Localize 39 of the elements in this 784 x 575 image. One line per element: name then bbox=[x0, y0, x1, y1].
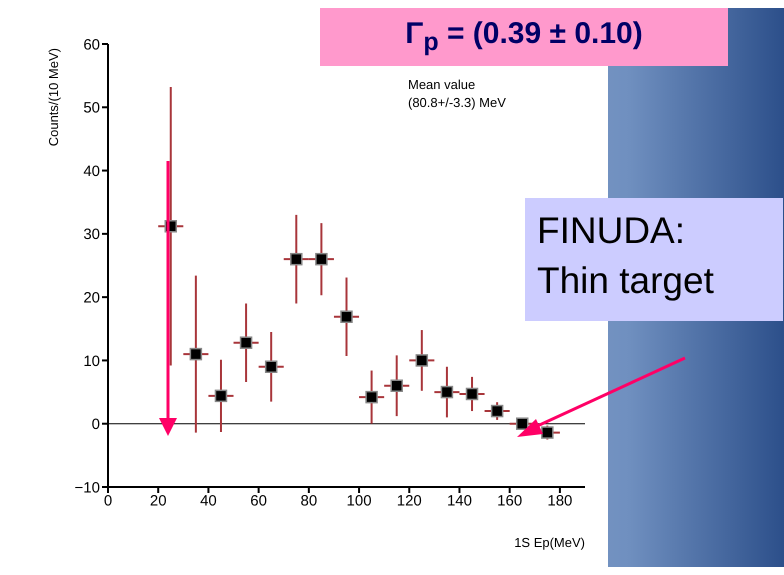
point bbox=[416, 354, 428, 367]
x-tick-label: 160 bbox=[497, 492, 522, 510]
x-tick-label: 80 bbox=[300, 492, 318, 510]
y-tick-label: −10 bbox=[74, 479, 100, 496]
x-tick-label: 140 bbox=[446, 492, 472, 510]
x-tick-label: 100 bbox=[346, 492, 372, 510]
x-tick-label: 20 bbox=[150, 492, 167, 510]
point bbox=[240, 336, 252, 349]
y-axis-title: Counts/(10 MeV) bbox=[46, 48, 61, 146]
chart-title: Γ$_{p}$ = (0.39 ± 0.10) bbox=[405, 17, 643, 57]
annotation: Mean value (80.8+/-3.3) MeV bbox=[408, 76, 506, 112]
point bbox=[490, 404, 504, 418]
y-tick-label: 30 bbox=[83, 226, 100, 244]
point bbox=[541, 426, 554, 439]
point bbox=[340, 310, 353, 324]
point bbox=[516, 417, 528, 430]
y-tick-label: 0 bbox=[92, 416, 100, 434]
point bbox=[315, 252, 328, 266]
point bbox=[365, 390, 378, 404]
y-tick-label: 50 bbox=[83, 100, 100, 117]
point bbox=[190, 348, 202, 360]
x-tick-label: 0 bbox=[104, 492, 112, 510]
point bbox=[290, 252, 303, 266]
x-tick-label: 180 bbox=[547, 492, 572, 510]
point bbox=[214, 390, 228, 402]
x-tick-label: 40 bbox=[200, 492, 217, 510]
y-tick-label: 20 bbox=[83, 289, 100, 306]
point bbox=[440, 386, 454, 398]
x-axis-title: 1S Ep(MeV) bbox=[514, 535, 585, 550]
point bbox=[466, 388, 478, 400]
x-tick-label: 60 bbox=[250, 492, 267, 510]
y-tick-label: 10 bbox=[83, 352, 100, 370]
title-box: Γ$_{p}$ = (0.39 ± 0.10) bbox=[320, 8, 728, 66]
point bbox=[390, 379, 403, 392]
annotation: FINUDA: Thin target bbox=[525, 198, 783, 321]
y-tick-label: 60 bbox=[83, 36, 100, 54]
point bbox=[264, 360, 278, 374]
x-tick-label: 120 bbox=[396, 492, 422, 510]
y-tick-label: 40 bbox=[83, 162, 100, 180]
